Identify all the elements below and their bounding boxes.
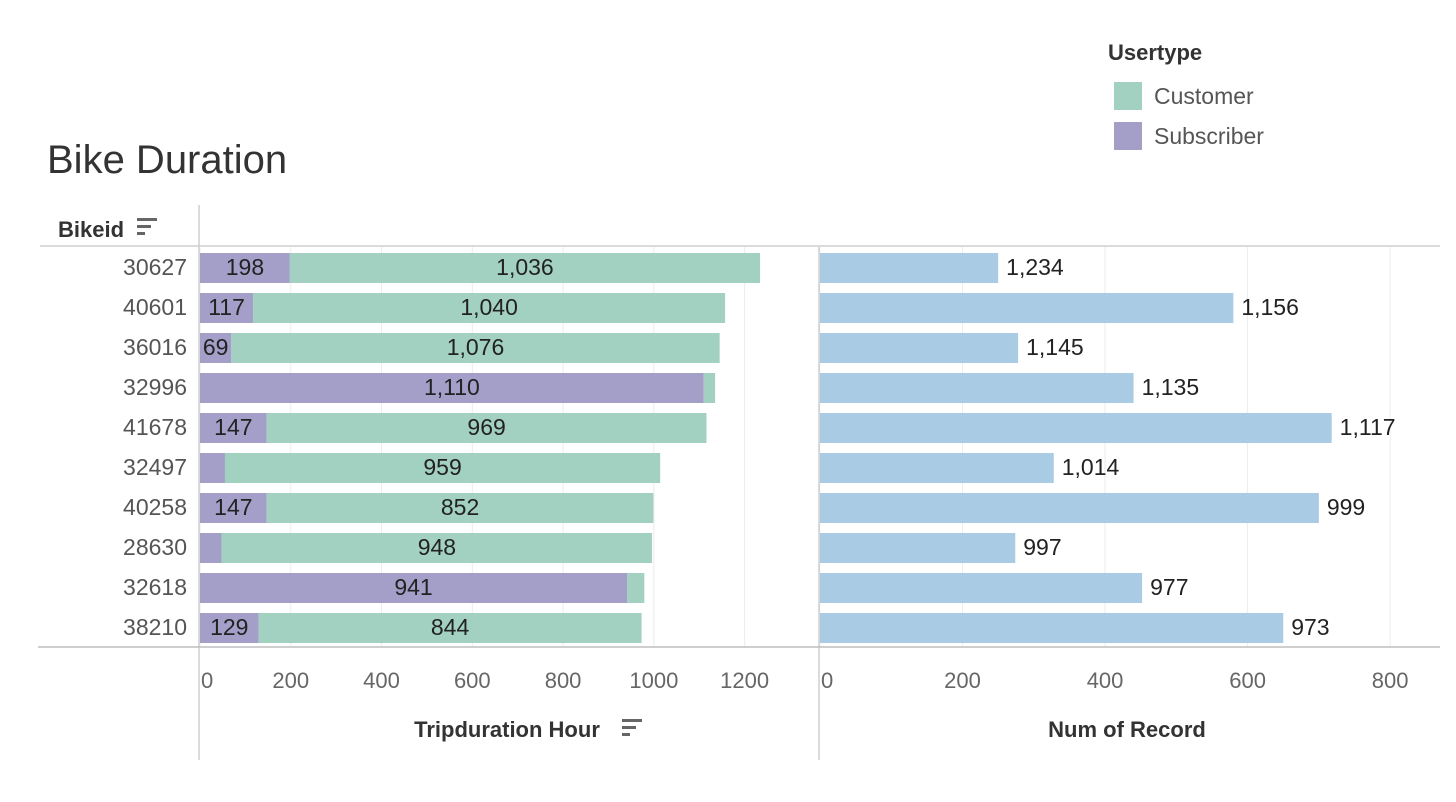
tick-label: 400 <box>363 668 400 693</box>
data-label: 147 <box>214 494 252 520</box>
bar-num-records <box>820 413 1332 443</box>
data-label: 941 <box>394 574 432 600</box>
bar-subscriber <box>200 373 704 403</box>
sort-icon <box>137 232 145 235</box>
data-label: 1,117 <box>1340 414 1396 440</box>
data-label: 1,234 <box>1006 254 1064 280</box>
data-label: 1,145 <box>1026 334 1084 360</box>
sort-icon <box>622 719 642 722</box>
category-label: 41678 <box>123 414 187 440</box>
data-label: 948 <box>418 534 456 560</box>
data-label: 1,110 <box>424 374 480 400</box>
bar-num-records <box>820 253 999 283</box>
bar-customer <box>266 493 654 523</box>
data-label: 969 <box>467 414 505 440</box>
tick-label: 400 <box>1087 668 1124 693</box>
bar-customer <box>258 613 642 643</box>
tick-label: 0 <box>201 668 213 693</box>
data-label: 1,076 <box>447 334 505 360</box>
bar-customer <box>224 453 661 483</box>
bar-subscriber <box>200 613 259 643</box>
sort-icon <box>622 733 630 736</box>
chart-title: Bike Duration <box>47 138 288 182</box>
data-label: 1,014 <box>1062 454 1120 480</box>
data-label: 198 <box>226 254 264 280</box>
bar-num-records <box>820 613 1284 643</box>
data-label: 844 <box>431 614 470 640</box>
row-header: Bikeid <box>58 217 124 242</box>
bar-customer <box>266 413 707 443</box>
bar-num-records <box>820 493 1319 523</box>
data-label: 1,040 <box>460 294 518 320</box>
category-label: 38210 <box>123 614 187 640</box>
data-label: 117 <box>208 294 245 320</box>
legend-label-customer: Customer <box>1154 82 1254 109</box>
data-label: 852 <box>441 494 479 520</box>
category-label: 32618 <box>123 574 187 600</box>
tick-label: 800 <box>1372 668 1409 693</box>
category-label: 40258 <box>123 494 187 520</box>
sort-icon <box>622 726 636 729</box>
data-label: 997 <box>1023 534 1061 560</box>
legend-title: Usertype <box>1108 40 1203 65</box>
bar-subscriber <box>200 293 254 323</box>
bar-num-records <box>820 453 1054 483</box>
category-label: 30627 <box>123 254 187 280</box>
bar-customer <box>703 373 716 403</box>
data-label: 147 <box>214 414 252 440</box>
data-label: 129 <box>210 614 248 640</box>
bar-num-records <box>820 573 1143 603</box>
bar-customer <box>289 253 761 283</box>
category-label: 28630 <box>123 534 187 560</box>
bar-customer <box>627 573 645 603</box>
bar-subscriber <box>200 333 232 363</box>
data-label: 999 <box>1327 494 1365 520</box>
bar-subscriber <box>200 413 267 443</box>
legend-label-subscriber: Subscriber <box>1154 122 1264 149</box>
bar-subscriber <box>200 493 267 523</box>
tick-label: 0 <box>821 668 833 693</box>
tick-label: 1000 <box>629 668 678 693</box>
x-axis-title: Tripduration Hour <box>414 717 600 742</box>
tick-label: 1200 <box>720 668 769 693</box>
legend-item-customer[interactable]: Customer <box>1108 76 1264 116</box>
legend-swatch-subscriber <box>1114 122 1142 150</box>
bar-subscriber <box>200 453 225 483</box>
bar-subscriber <box>200 573 628 603</box>
data-label: 959 <box>423 454 461 480</box>
bar-num-records <box>820 293 1234 323</box>
bar-num-records <box>820 333 1019 363</box>
category-label: 32497 <box>123 454 187 480</box>
bar-customer <box>231 333 720 363</box>
bar-subscriber <box>200 253 290 283</box>
data-label: 1,036 <box>496 254 554 280</box>
bar-num-records <box>820 373 1134 403</box>
sort-icon <box>137 225 151 228</box>
bar-customer <box>253 293 726 323</box>
tick-label: 200 <box>944 668 981 693</box>
data-label: 977 <box>1150 574 1188 600</box>
data-label: 1,156 <box>1241 294 1299 320</box>
tick-label: 800 <box>545 668 582 693</box>
data-label: 1,135 <box>1142 374 1200 400</box>
data-label: 973 <box>1291 614 1329 640</box>
bar-subscriber <box>200 533 222 563</box>
data-label: 69 <box>203 334 229 360</box>
tick-label: 200 <box>272 668 309 693</box>
legend-swatch-customer <box>1114 82 1142 110</box>
x-axis-title: Num of Record <box>1048 717 1206 742</box>
category-label: 36016 <box>123 334 187 360</box>
legend-item-subscriber[interactable]: Subscriber <box>1108 116 1264 156</box>
bar-customer <box>221 533 653 563</box>
tick-label: 600 <box>454 668 491 693</box>
category-label: 40601 <box>123 294 187 320</box>
legend[interactable]: Usertype Customer Subscriber <box>1108 40 1264 156</box>
sort-icon <box>137 218 157 221</box>
category-label: 32996 <box>123 374 187 400</box>
bar-num-records <box>820 533 1016 563</box>
tick-label: 600 <box>1229 668 1266 693</box>
